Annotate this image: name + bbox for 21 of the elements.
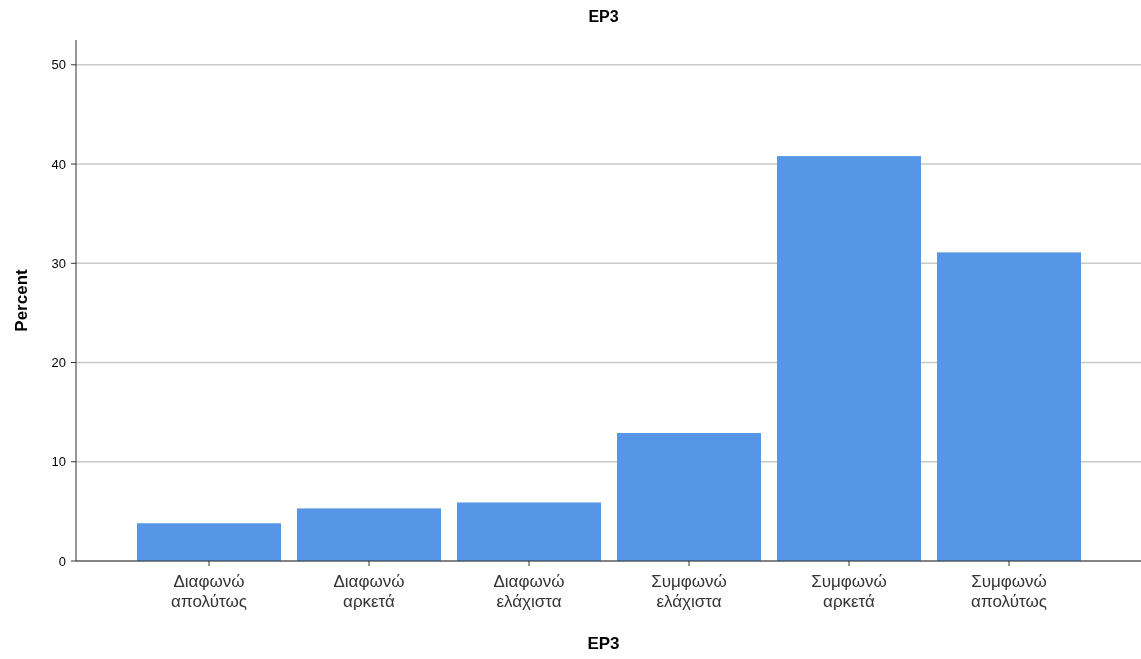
- y-tick-label: 10: [51, 454, 66, 470]
- y-tick-label: 30: [51, 255, 66, 271]
- x-axis-title: EP3: [587, 634, 620, 653]
- x-tick-label: Διαφωνώ αρκετά: [333, 572, 405, 611]
- y-tick-label: 50: [51, 57, 66, 73]
- y-tick-label: 0: [58, 553, 66, 569]
- bar: [617, 432, 761, 561]
- y-tick-label: 40: [51, 156, 66, 172]
- chart-title: EP3: [588, 8, 619, 25]
- x-tick-label: Διαφωνώ απολύτως: [171, 572, 247, 611]
- bar: [297, 508, 441, 561]
- y-tick-label: 20: [51, 355, 66, 371]
- bar: [137, 523, 281, 561]
- bar: [777, 156, 921, 561]
- x-tick-label: Συμφωνώ απολύτως: [971, 572, 1047, 611]
- bar: [457, 502, 601, 561]
- x-tick-label: Διαφωνώ ελάχιστα: [493, 572, 565, 611]
- y-axis-title: Percent: [12, 268, 31, 332]
- x-tick-label: Συμφωνώ ελάχιστα: [651, 572, 727, 611]
- x-tick-label: Συμφωνώ αρκετά: [811, 572, 887, 611]
- bar: [937, 252, 1081, 561]
